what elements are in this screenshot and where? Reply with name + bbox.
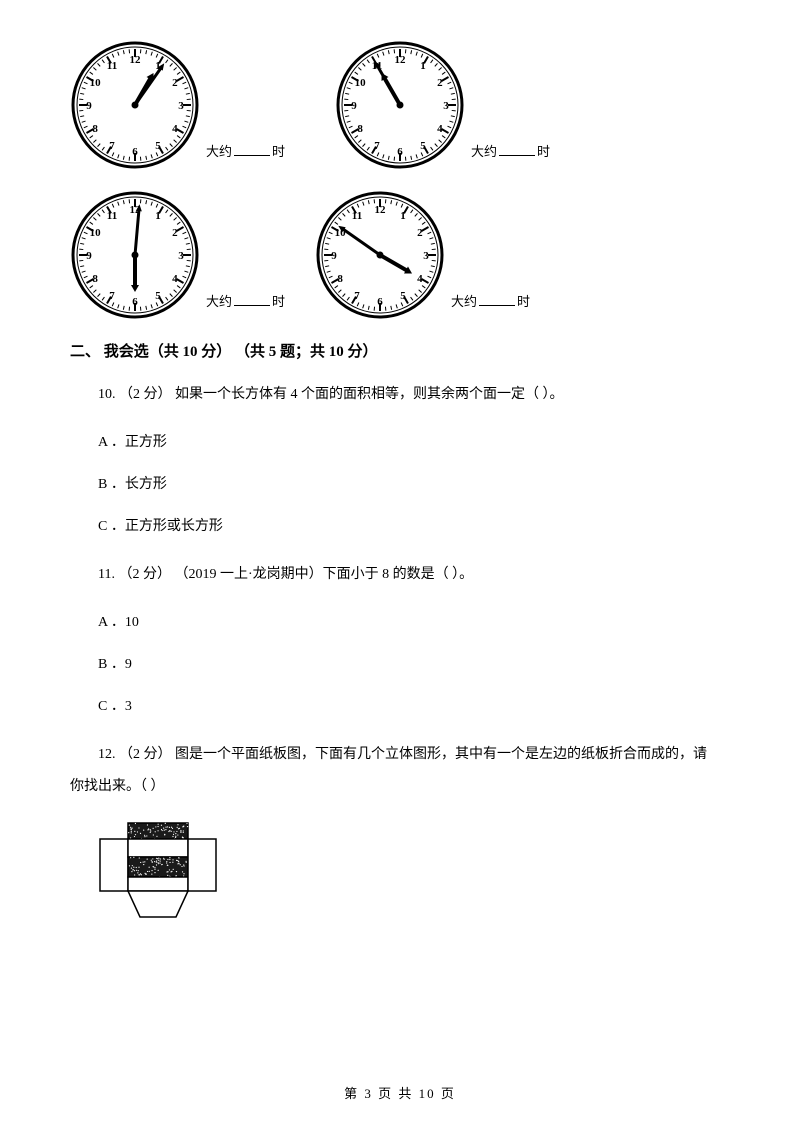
svg-text:8: 8: [337, 273, 343, 285]
svg-text:9: 9: [331, 250, 337, 262]
svg-text:3: 3: [443, 100, 449, 112]
clock-label-3: 大约 时: [206, 291, 285, 310]
svg-text:9: 9: [351, 100, 357, 112]
label-suffix: 时: [272, 144, 285, 159]
box-net-figure: [98, 821, 730, 926]
svg-text:7: 7: [374, 140, 380, 152]
svg-text:9: 9: [86, 250, 92, 262]
svg-text:6: 6: [132, 296, 138, 308]
question-11: 11. （2 分） （2019 一上·龙岗期中）下面小于 8 的数是（ ）。: [98, 561, 730, 589]
clock-4: 121234567891011: [315, 190, 445, 320]
svg-text:1: 1: [155, 210, 161, 222]
svg-text:4: 4: [437, 123, 443, 135]
q10-option-a: A ．正方形: [98, 429, 730, 457]
svg-text:12: 12: [375, 204, 387, 216]
svg-text:5: 5: [155, 140, 161, 152]
q11-option-a: A ．10: [98, 609, 730, 637]
svg-text:12: 12: [395, 54, 407, 66]
q11-option-b: B ．9: [98, 651, 730, 679]
svg-text:2: 2: [417, 227, 423, 239]
svg-text:11: 11: [352, 210, 362, 222]
svg-text:8: 8: [357, 123, 363, 135]
svg-text:4: 4: [172, 273, 178, 285]
q11-option-c: C ．3: [98, 693, 730, 721]
svg-text:2: 2: [437, 77, 443, 89]
svg-text:3: 3: [423, 250, 429, 262]
clock-row-1: 121234567891011 大约时 121234567891011 大约时: [70, 40, 730, 170]
svg-text:8: 8: [92, 123, 98, 135]
svg-text:3: 3: [178, 100, 184, 112]
clock-item-3: 121234567891011 大约时: [70, 190, 285, 320]
svg-text:5: 5: [420, 140, 426, 152]
clock-1: 121234567891011: [70, 40, 200, 170]
question-12-line1: 12. （2 分） 图是一个平面纸板图，下面有几个立体图形，其中有一个是左边的纸…: [98, 741, 730, 769]
svg-text:8: 8: [92, 273, 98, 285]
svg-text:6: 6: [397, 146, 403, 158]
svg-text:10: 10: [90, 227, 102, 239]
label-prefix: 大约: [206, 144, 232, 159]
label-suffix: 时: [537, 144, 550, 159]
clock-label-1: 大约 时: [206, 141, 285, 160]
q10-option-c: C ．正方形或长方形: [98, 513, 730, 541]
svg-text:7: 7: [109, 140, 115, 152]
label-prefix: 大约: [471, 144, 497, 159]
svg-text:3: 3: [178, 250, 184, 262]
svg-text:2: 2: [172, 227, 178, 239]
svg-text:12: 12: [130, 54, 142, 66]
svg-text:10: 10: [355, 77, 367, 89]
clock-row-2: 121234567891011 大约时 121234567891011 大约时: [70, 190, 730, 320]
blank: [479, 292, 515, 306]
svg-text:1: 1: [420, 60, 426, 72]
svg-text:6: 6: [377, 296, 383, 308]
question-10: 10. （2 分） 如果一个长方体有 4 个面的面积相等，则其余两个面一定（ ）…: [98, 381, 730, 409]
question-12-line2: 你找出来。（ ）: [70, 773, 730, 801]
page-footer: 第 3 页 共 10 页: [0, 1083, 800, 1102]
label-prefix: 大约: [206, 294, 232, 309]
svg-text:5: 5: [155, 290, 161, 302]
svg-text:6: 6: [132, 146, 138, 158]
blank: [234, 142, 270, 156]
svg-text:7: 7: [354, 290, 360, 302]
clock-label-2: 大约 时: [471, 141, 550, 160]
svg-text:10: 10: [90, 77, 102, 89]
clock-item-1: 121234567891011 大约时: [70, 40, 285, 170]
blank: [499, 142, 535, 156]
svg-text:9: 9: [86, 100, 92, 112]
q10-option-b: B ．长方形: [98, 471, 730, 499]
svg-text:4: 4: [417, 273, 423, 285]
blank: [234, 292, 270, 306]
svg-text:2: 2: [172, 77, 178, 89]
clock-label-4: 大约 时: [451, 291, 530, 310]
svg-text:4: 4: [172, 123, 178, 135]
svg-text:11: 11: [107, 210, 117, 222]
clock-2: 121234567891011: [335, 40, 465, 170]
svg-text:11: 11: [107, 60, 117, 72]
svg-text:1: 1: [400, 210, 406, 222]
section-2-title: 二、 我会选（共 10 分） （共 5 题；共 10 分）: [70, 340, 730, 361]
svg-text:5: 5: [400, 290, 406, 302]
svg-text:7: 7: [109, 290, 115, 302]
label-prefix: 大约: [451, 294, 477, 309]
clock-3: 121234567891011: [70, 190, 200, 320]
clock-item-2: 121234567891011 大约时: [335, 40, 550, 170]
clock-item-4: 121234567891011 大约时: [315, 190, 530, 320]
label-suffix: 时: [272, 294, 285, 309]
label-suffix: 时: [517, 294, 530, 309]
